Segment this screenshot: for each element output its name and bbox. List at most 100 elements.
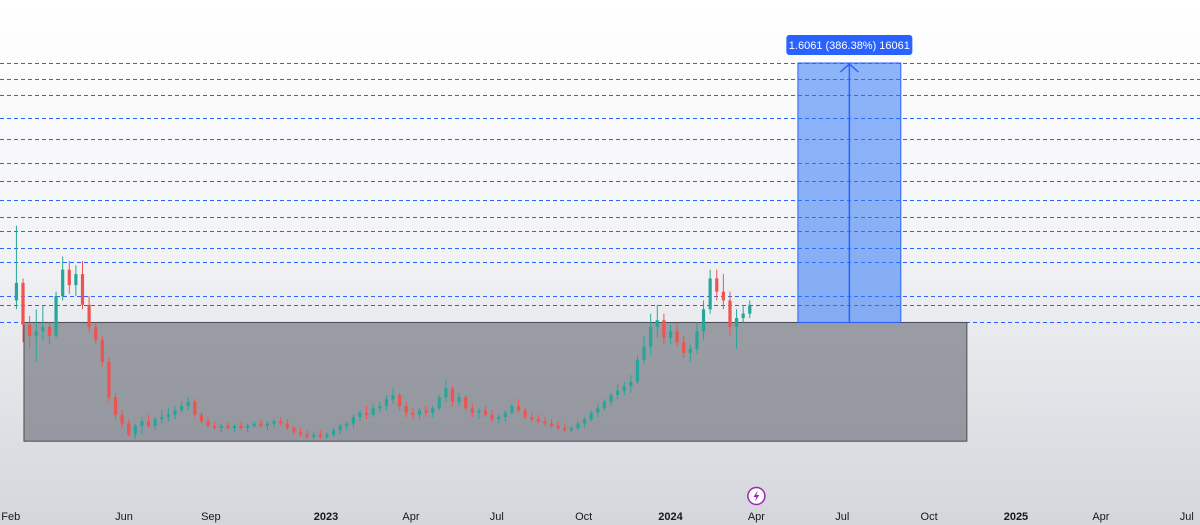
candle-body — [14, 282, 19, 301]
candle — [384, 395, 389, 411]
candle — [298, 428, 303, 437]
candle — [477, 408, 481, 420]
x-tick-label: Feb — [1, 511, 20, 523]
candle — [583, 417, 587, 428]
candle — [41, 304, 45, 341]
candle — [655, 304, 659, 338]
candle-body — [54, 296, 58, 336]
measure-label — [786, 35, 913, 55]
candle-body — [272, 421, 276, 424]
lightning-bolt-icon[interactable] — [747, 486, 766, 506]
candle — [305, 430, 309, 439]
candle-body — [173, 410, 177, 415]
candle-body — [497, 417, 501, 420]
x-tick-label: 2024 — [658, 511, 683, 523]
candle-body — [41, 326, 45, 332]
candle-body — [351, 417, 355, 424]
candle-body — [609, 395, 613, 402]
candle — [424, 406, 428, 418]
range-box[interactable] — [23, 321, 968, 442]
candle-body — [34, 331, 38, 336]
candle — [444, 379, 448, 402]
x-tick-label: Jul — [490, 511, 504, 523]
candle — [635, 355, 640, 385]
candle — [510, 403, 514, 415]
candle — [609, 392, 613, 407]
candle-body — [325, 434, 329, 437]
candle — [252, 421, 256, 428]
measure-label-text: 1.6061 (386.38%) 16061 — [789, 40, 910, 52]
candle-body — [543, 421, 547, 424]
candle — [470, 403, 474, 418]
candle-body — [503, 412, 507, 418]
candle — [239, 421, 243, 431]
candle — [450, 386, 455, 407]
candle — [80, 260, 85, 310]
candle-body — [596, 408, 600, 413]
candle — [569, 425, 574, 433]
x-tick-label: Jul — [1180, 511, 1194, 523]
candle-body — [602, 401, 607, 409]
candle — [166, 408, 170, 422]
x-tick-label: 2025 — [1004, 511, 1028, 523]
candle — [153, 417, 157, 431]
candle-body — [364, 412, 369, 415]
candle — [312, 432, 316, 439]
x-tick-label: Jul — [835, 511, 849, 523]
candle-body — [213, 425, 217, 428]
candle-body — [668, 331, 673, 338]
candle-body — [437, 397, 441, 409]
candle-body — [721, 291, 725, 301]
candle-body — [259, 423, 263, 426]
candle — [364, 406, 369, 420]
x-tick-label: Oct — [575, 511, 592, 523]
candle — [74, 265, 78, 297]
candle-body — [107, 362, 111, 398]
candle — [503, 410, 507, 422]
candle-body — [298, 432, 303, 435]
horizontal-levels — [0, 63, 1200, 323]
candle — [54, 291, 58, 338]
candle — [87, 296, 91, 332]
candle-body — [411, 412, 415, 415]
candle — [741, 304, 745, 323]
candle — [523, 408, 527, 420]
candle-body — [21, 282, 25, 325]
candle — [292, 425, 296, 435]
candle-body — [378, 406, 382, 409]
candle — [536, 414, 540, 424]
candle — [378, 401, 382, 413]
candle-body — [629, 381, 633, 387]
candle — [345, 421, 349, 431]
candle-body — [232, 425, 237, 428]
candle-body — [193, 401, 197, 415]
candle-body — [556, 425, 560, 428]
candle — [318, 430, 322, 439]
candle-body — [662, 320, 666, 338]
candle — [127, 419, 131, 437]
candle — [186, 397, 190, 411]
candle-body — [292, 428, 296, 433]
candle — [179, 401, 184, 413]
candle-body — [417, 410, 422, 415]
candle-body — [100, 340, 104, 363]
x-tick-label: Apr — [1092, 511, 1109, 523]
candle-body — [490, 414, 494, 420]
candle — [721, 274, 725, 310]
candle-body — [345, 423, 349, 426]
candle-body — [642, 346, 646, 360]
candle-body — [649, 326, 653, 347]
candle-body — [444, 388, 448, 398]
candle — [100, 335, 104, 367]
candle — [146, 414, 151, 428]
candle — [497, 414, 501, 424]
candle-body — [74, 274, 78, 286]
candle-body — [536, 419, 540, 422]
measure-tool: 1.6061 (386.38%) 16061 — [786, 35, 913, 323]
candle-body — [563, 428, 567, 431]
candle — [246, 423, 250, 433]
candle — [272, 419, 276, 428]
candle-body — [431, 408, 435, 413]
